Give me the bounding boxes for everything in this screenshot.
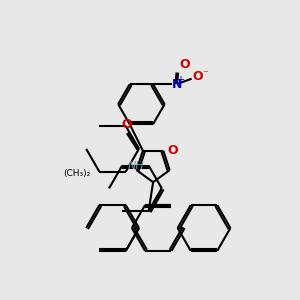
Text: ⁻: ⁻ (202, 70, 208, 80)
Text: +: + (176, 75, 184, 85)
Text: (CH₃)₂: (CH₃)₂ (64, 169, 91, 178)
Text: NH: NH (128, 160, 144, 170)
Text: O: O (193, 70, 203, 83)
Text: N: N (172, 78, 182, 91)
Text: O: O (167, 144, 178, 157)
Text: O: O (180, 58, 190, 71)
Text: O: O (122, 118, 132, 131)
